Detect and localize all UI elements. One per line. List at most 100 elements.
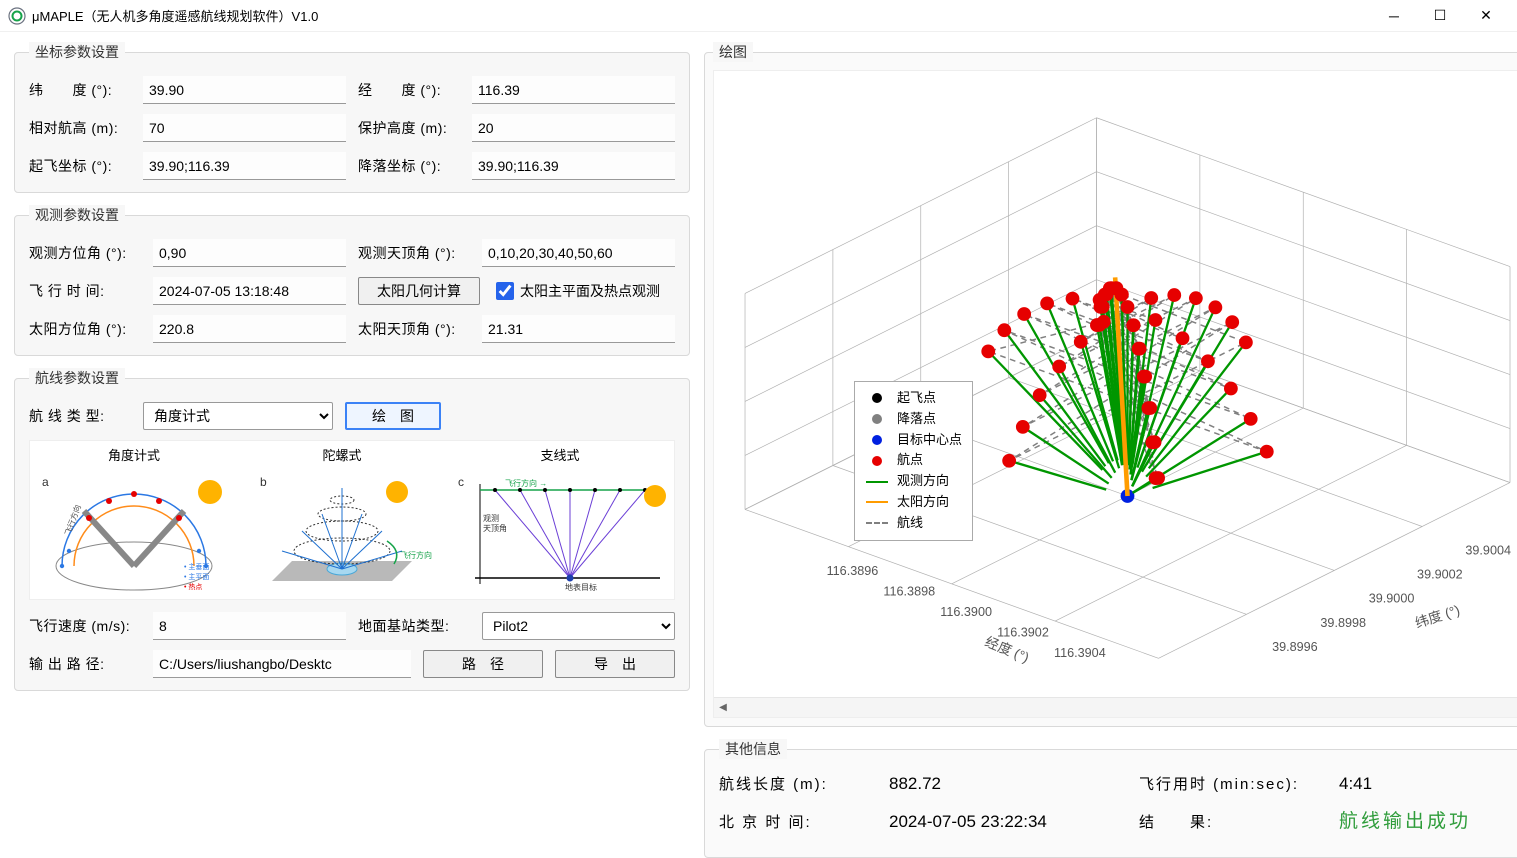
group-title: 其他信息	[719, 739, 787, 759]
flight-time-label: 飞 行 时 间:	[29, 281, 147, 301]
svg-text:b: b	[260, 475, 267, 489]
plot-legend: 起飞点降落点目标中心点航点观测方向太阳方向航线	[854, 381, 973, 541]
svg-text:116.3902: 116.3902	[997, 625, 1049, 639]
route-length-label: 航线长度 (m):	[719, 773, 859, 794]
window-controls: ─ ☐ ✕	[1371, 0, 1509, 32]
svg-text:116.3896: 116.3896	[827, 564, 879, 578]
plot-3d-canvas[interactable]: 020406080相对航高 (m)39.900439.900239.900039…	[713, 70, 1517, 718]
svg-text:地表目标: 地表目标	[565, 582, 597, 592]
diagram-goniometer: 角度计式 a 飞行方向 •	[30, 441, 238, 599]
takeoff-label: 起飞坐标 (°):	[29, 156, 137, 176]
legend-item: 航线	[865, 513, 962, 534]
takeoff-input[interactable]	[143, 152, 346, 180]
obs-azimuth-label: 观测方位角 (°):	[29, 243, 147, 263]
svg-text:116.3904: 116.3904	[1054, 646, 1106, 660]
group-title: 绘图	[713, 42, 753, 62]
output-path-label: 输 出 路 径:	[29, 654, 147, 674]
result-value: 航线输出成功	[1339, 806, 1471, 833]
route-type-label: 航 线 类 型:	[29, 406, 137, 426]
speed-input[interactable]	[153, 612, 346, 640]
flight-duration-label: 飞行用时 (min:sec):	[1139, 773, 1309, 794]
station-select[interactable]: Pilot2	[482, 612, 675, 640]
legend-item: 观测方向	[865, 471, 962, 492]
group-title: 观测参数设置	[29, 205, 125, 225]
info-group: 其他信息 航线长度 (m): 882.72 飞行用时 (min:sec): 4:…	[704, 739, 1517, 858]
obs-azimuth-input[interactable]	[153, 239, 346, 267]
solar-plane-checkbox[interactable]	[496, 282, 514, 300]
flight-time-input[interactable]	[153, 277, 346, 305]
svg-text:观测: 观测	[483, 514, 499, 523]
obs-zenith-input[interactable]	[482, 239, 675, 267]
solar-zen-input[interactable]	[482, 315, 675, 343]
svg-text:39.9000: 39.9000	[1369, 592, 1415, 606]
solar-zen-label: 太阳天顶角 (°):	[358, 319, 476, 339]
latitude-input[interactable]	[143, 76, 346, 104]
safe-alt-label: 保护高度 (m):	[358, 118, 466, 138]
svg-text:飞行方向 →: 飞行方向 →	[505, 478, 547, 488]
result-label: 结 果:	[1139, 811, 1309, 832]
route-group: 航线参数设置 航 线 类 型: 角度计式 陀螺式 支线式 绘 图 角度计式	[14, 368, 690, 691]
flight-duration-value: 4:41	[1339, 774, 1517, 794]
svg-text:39.9004: 39.9004	[1465, 543, 1511, 557]
svg-text:• 热点: • 热点	[184, 582, 202, 591]
legend-item: 起飞点	[865, 388, 962, 409]
route-type-diagrams: 角度计式 a 飞行方向 •	[29, 440, 675, 600]
beijing-time-value: 2024-07-05 23:22:34	[889, 812, 1109, 832]
app-icon	[8, 7, 26, 25]
plot-button[interactable]: 绘 图	[345, 402, 441, 430]
station-label: 地面基站类型:	[358, 616, 476, 636]
rel-alt-input[interactable]	[143, 114, 346, 142]
export-button[interactable]: 导 出	[555, 650, 675, 678]
solar-az-input[interactable]	[153, 315, 346, 343]
svg-text:• 主垂面: • 主垂面	[184, 562, 209, 571]
legend-item: 太阳方向	[865, 492, 962, 513]
output-path-input[interactable]	[153, 650, 411, 678]
observation-group: 观测参数设置 观测方位角 (°): 观测天顶角 (°): 飞 行 时 间: 太阳…	[14, 205, 690, 356]
solar-calc-button[interactable]: 太阳几何计算	[358, 277, 480, 305]
svg-text:飞行方向: 飞行方向	[400, 550, 432, 560]
titlebar: μMAPLE（无人机多角度遥感航线规划软件）V1.0 ─ ☐ ✕	[0, 0, 1517, 32]
svg-text:飞行方向: 飞行方向	[62, 503, 82, 536]
landing-label: 降落坐标 (°):	[358, 156, 466, 176]
longitude-label: 经 度 (°):	[358, 80, 466, 100]
path-button[interactable]: 路 径	[423, 650, 543, 678]
legend-item: 航点	[865, 450, 962, 471]
diagram-gyro: 陀螺式 b	[238, 441, 446, 599]
scroll-left-icon[interactable]: ◀	[714, 699, 732, 717]
speed-label: 飞行速度 (m/s):	[29, 616, 147, 636]
landing-input[interactable]	[472, 152, 675, 180]
svg-text:天顶角: 天顶角	[483, 523, 507, 533]
solar-plane-checkbox-wrap[interactable]: 太阳主平面及热点观测	[496, 281, 660, 301]
svg-text:纬度 (°): 纬度 (°)	[1413, 602, 1461, 630]
group-title: 坐标参数设置	[29, 42, 125, 62]
checkbox-label: 太阳主平面及热点观测	[520, 281, 660, 301]
svg-text:39.8998: 39.8998	[1320, 616, 1366, 630]
svg-text:a: a	[42, 475, 49, 489]
svg-text:• 主平面: • 主平面	[184, 572, 209, 581]
svg-text:39.8996: 39.8996	[1272, 640, 1318, 654]
solar-az-label: 太阳方位角 (°):	[29, 319, 147, 339]
svg-text:116.3900: 116.3900	[940, 605, 992, 619]
latitude-label: 纬 度 (°):	[29, 80, 137, 100]
safe-alt-input[interactable]	[472, 114, 675, 142]
beijing-time-label: 北 京 时 间:	[719, 811, 859, 832]
longitude-input[interactable]	[472, 76, 675, 104]
plot-group: 绘图 020406080相对航高 (m)39.900439.900239.900…	[704, 42, 1517, 727]
maximize-button[interactable]: ☐	[1417, 0, 1463, 32]
minimize-button[interactable]: ─	[1371, 0, 1417, 32]
legend-item: 降落点	[865, 409, 962, 430]
close-button[interactable]: ✕	[1463, 0, 1509, 32]
window-title: μMAPLE（无人机多角度遥感航线规划软件）V1.0	[32, 6, 1371, 25]
obs-zenith-label: 观测天顶角 (°):	[358, 243, 476, 263]
plot-scrollbar-horizontal[interactable]: ◀ ▶	[714, 697, 1517, 717]
route-length-value: 882.72	[889, 774, 1109, 794]
coordinate-group: 坐标参数设置 纬 度 (°): 经 度 (°): 相对航高 (m): 保护高度 …	[14, 42, 690, 193]
group-title: 航线参数设置	[29, 368, 125, 388]
svg-text:116.3898: 116.3898	[883, 585, 935, 599]
svg-text:c: c	[458, 475, 464, 489]
diagram-branch: 支线式 c 飞行方向 →	[446, 441, 674, 599]
rel-alt-label: 相对航高 (m):	[29, 118, 137, 138]
legend-item: 目标中心点	[865, 430, 962, 451]
route-type-select[interactable]: 角度计式 陀螺式 支线式	[143, 402, 333, 430]
svg-text:39.9002: 39.9002	[1417, 567, 1463, 581]
